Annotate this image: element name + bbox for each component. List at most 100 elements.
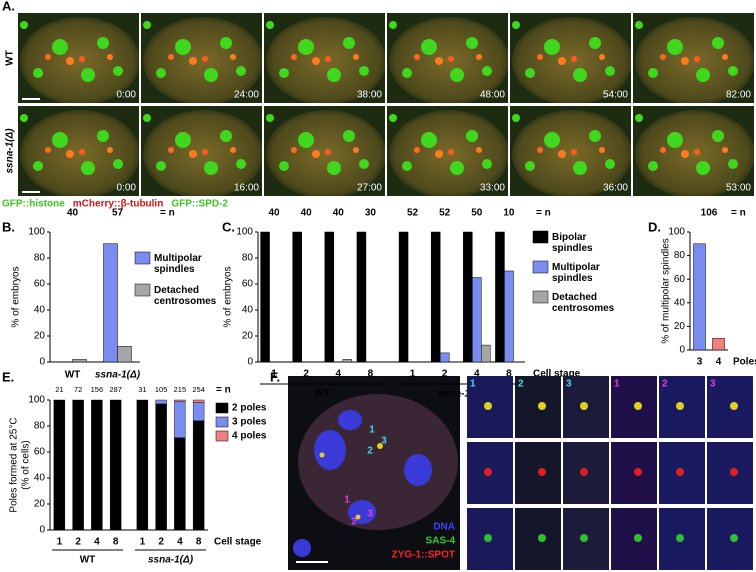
bar-segment (174, 401, 186, 438)
n-label: 215 (174, 385, 187, 394)
crop-label: 3 (566, 379, 572, 390)
text-line: Multipolar (154, 253, 205, 264)
timestamp: 33:00 (480, 183, 505, 194)
bar-segment (155, 399, 167, 405)
bar-segment (192, 402, 205, 422)
y-tick-label: 60 (34, 447, 46, 458)
bar-segment (174, 399, 186, 402)
text-line: Multipolar (552, 262, 603, 273)
bar (481, 344, 491, 363)
n-label: 105 (155, 385, 168, 394)
y-tick-label: 0 (39, 357, 45, 368)
overview-image (288, 376, 460, 570)
crop-label: 1 (470, 379, 476, 390)
bar (356, 231, 367, 363)
crop-image (707, 442, 753, 504)
x-tick-label: 1 (410, 369, 416, 380)
crop-image (515, 442, 561, 504)
y-tick-label: 80 (34, 253, 46, 264)
channel-label: ZYG-1::SPOT (392, 550, 455, 561)
bar-segment (109, 399, 122, 531)
x-tick-label: ssna-1(Δ) (95, 370, 141, 381)
n-label-key: = n (160, 208, 175, 219)
timestamp: 38:00 (357, 90, 382, 101)
crop-spot (634, 534, 642, 542)
legend-label: 3 poles (232, 417, 267, 428)
text-line: Detached (552, 292, 600, 303)
text-line: centrosomes (552, 303, 615, 314)
y-tick-label: 0 (247, 357, 253, 368)
y-tick-label: 100 (28, 395, 45, 406)
y-tick-label: 20 (34, 499, 46, 510)
n-label: 40 (269, 208, 281, 219)
legend-swatch (134, 251, 151, 265)
y-tick-label: 60 (242, 279, 254, 290)
bar (472, 277, 482, 363)
channel-label: DNA (433, 522, 455, 533)
y-tick-label: 80 (34, 421, 46, 432)
y-axis-label: % of embryos (11, 266, 22, 327)
y-tick-label: 40 (34, 473, 46, 484)
bar (342, 359, 353, 363)
crop-spot (676, 534, 684, 542)
x-tick-label: 3 (697, 357, 703, 368)
crop-spot (484, 534, 492, 542)
y-tick-label: 20 (674, 321, 686, 332)
bar (324, 231, 335, 363)
x-axis-label: Cell stage (214, 537, 262, 548)
timestamp: 0:00 (117, 183, 137, 194)
timestamp: 54:00 (603, 90, 628, 101)
bar-segment (192, 420, 205, 531)
legend-label: Detached centrosomes (154, 285, 217, 307)
bar-segment (192, 399, 205, 403)
crop-spot (538, 402, 546, 410)
x-tick-label: 2 (158, 537, 164, 548)
y-axis-label: (% of cells) (21, 440, 32, 489)
y-axis-label: Poles formed at 25°C (9, 417, 20, 512)
x-tick-label: 1 (140, 537, 146, 548)
y-tick-label: 20 (34, 331, 46, 342)
x-tick-label: 8 (113, 537, 119, 548)
x-axis-label: Poles (733, 357, 756, 368)
crop-spot (484, 468, 492, 476)
crop-spot (484, 402, 492, 410)
legend-label: GFP::histone (2, 199, 65, 210)
overview-mark: 1 (344, 495, 350, 506)
text-line: spindles (552, 243, 593, 254)
y-tick-label: 0 (39, 525, 45, 536)
bar-segment (136, 399, 149, 531)
y-tick-label: 100 (236, 227, 253, 238)
crop-image (515, 376, 561, 438)
crop-spot (538, 534, 546, 542)
bar-segment (174, 437, 186, 531)
legend-label: GFP::SPD-2 (171, 199, 228, 210)
timestamp: 24:00 (234, 90, 259, 101)
legend-label: 2 poles (232, 403, 267, 414)
text-line: spindles (154, 264, 195, 275)
bar (292, 231, 302, 363)
crop-spot (730, 468, 738, 476)
bar (693, 243, 706, 351)
legend-label: mCherry::β-tubulin (73, 199, 164, 210)
legend-swatch (532, 290, 549, 304)
legend-swatch (215, 402, 229, 414)
y-tick-label: 80 (242, 253, 254, 264)
crop-image (707, 508, 753, 570)
n-label: 52 (439, 208, 451, 219)
x-tick-label: WT (65, 370, 81, 381)
legend-label: Multipolar spindles (154, 253, 205, 275)
n-label: 72 (74, 385, 82, 394)
crop-spot (634, 468, 642, 476)
n-label: 156 (91, 385, 104, 394)
y-axis-label: % of multipolar spindles (661, 238, 672, 344)
bar (504, 270, 514, 363)
x-tick-label: 4 (474, 369, 480, 380)
x-tick-label: 8 (368, 369, 374, 380)
x-tick-label: 8 (196, 537, 202, 548)
timestamp: 27:00 (357, 183, 382, 194)
x-tick-label: 4 (716, 357, 722, 368)
bar (463, 231, 473, 363)
text-line: centrosomes (154, 296, 217, 307)
x-tick-label: 4 (94, 537, 100, 548)
